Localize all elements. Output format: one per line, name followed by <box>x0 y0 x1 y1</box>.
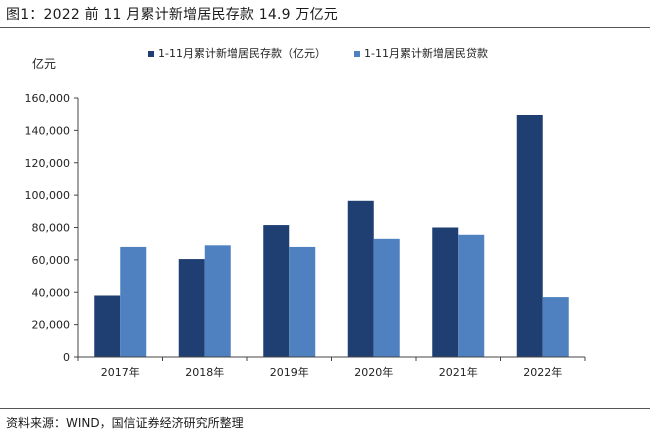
x-category-label: 2018年 <box>185 365 224 379</box>
bar-loans-2020年 <box>373 238 400 357</box>
x-axis: 2017年 2018年 2019年 2020年 2021年 2022年 <box>77 356 586 379</box>
x-category-label: 2021年 <box>439 365 478 379</box>
y-tick-label: 120,000 <box>25 157 71 170</box>
y-tick-label: 160,000 <box>25 92 71 105</box>
y-tick-label: 40,000 <box>32 286 71 299</box>
x-category-label: 2017年 <box>101 365 140 379</box>
chart-legend: 1-11月累计新增居民存款（亿元） 1-11月累计新增居民贷款 <box>148 46 488 60</box>
bar-loans-2017年 <box>120 246 147 357</box>
bar-deposits-2019年 <box>263 225 290 357</box>
bar-deposits-2021年 <box>432 227 459 357</box>
bar-deposits-2022年 <box>516 114 543 357</box>
bar-deposits-2020年 <box>347 200 374 357</box>
bar-loans-2022年 <box>542 297 569 357</box>
y-tick-label: 20,000 <box>32 319 71 332</box>
y-tick-label: 100,000 <box>25 189 71 202</box>
x-category-label: 2019年 <box>270 365 309 379</box>
legend-label: 1-11月累计新增居民贷款 <box>364 46 488 60</box>
figure-title: 图1：2022 前 11 月累计新增居民存款 14.9 万亿元 <box>6 7 338 23</box>
legend-swatch <box>148 51 154 57</box>
bars <box>94 114 569 357</box>
y-axis-unit-label: 亿元 <box>32 56 56 71</box>
bar-deposits-2017年 <box>94 295 121 357</box>
source-note: 资料来源：WIND，国信证券经济研究所整理 <box>6 416 244 430</box>
bar-deposits-2018年 <box>178 259 205 357</box>
y-tick-label: 140,000 <box>25 124 71 137</box>
title-divider <box>0 27 650 28</box>
x-category-label: 2020年 <box>354 365 393 379</box>
bar-loans-2019年 <box>289 246 316 357</box>
bar-chart: 亿元 1-11月累计新增居民存款（亿元） 1-11月累计新增居民贷款 0 20,00… <box>25 46 586 379</box>
y-tick-label: 60,000 <box>32 254 71 267</box>
bar-loans-2021年 <box>458 234 485 357</box>
bar-loans-2018年 <box>204 245 231 357</box>
y-tick-label: 80,000 <box>32 222 71 235</box>
y-axis: 0 20,000 40,000 60,000 80,000 100,000 120,000 1… <box>25 92 79 364</box>
y-tick-label: 0 <box>63 351 70 364</box>
legend-label: 1-11月累计新增居民存款（亿元） <box>158 46 326 60</box>
source-divider <box>0 408 650 409</box>
x-category-label: 2022年 <box>523 365 562 379</box>
legend-swatch <box>354 51 360 57</box>
